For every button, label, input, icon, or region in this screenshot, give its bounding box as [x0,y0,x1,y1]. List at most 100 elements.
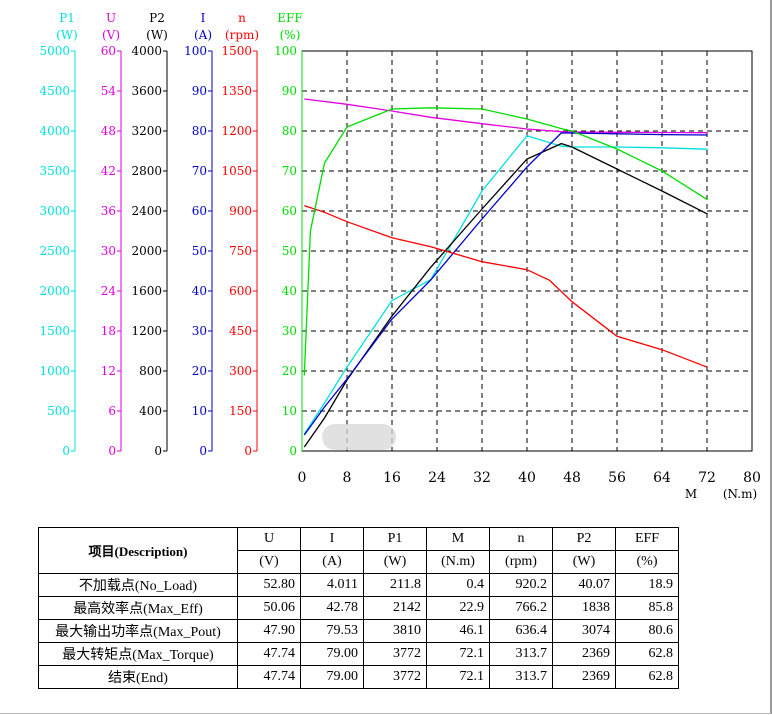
y-tick-label-P2: 1200 [131,324,162,338]
y-tick-label-EFF: 90 [282,84,297,98]
horizontal-scroll-thumb[interactable] [322,424,396,450]
y-axis-label-n: n [238,11,246,25]
column-header-n: n [489,527,553,551]
column-header-P2: P2 [552,527,616,551]
y-tick-label-EFF: 60 [282,204,297,218]
column-unit-I: (A) [300,550,364,574]
table-cell: 211.8 [363,573,427,597]
table-cell: 313.7 [489,642,553,666]
table-row: 最高效率点(Max_Eff) 50.06 42.78 2142 22.9 766.2 183… [38,596,679,620]
y-tick-label-n: 750 [229,244,252,258]
x-tick-label: 80 [743,470,761,486]
column-unit-M: (N.m) [426,550,490,574]
column-unit-n: (rpm) [489,550,553,574]
table-cell: 22.9 [426,596,490,620]
table-row: 最大输出功率点(Max_Pout) 47.90 79.53 3810 46.1 636.4… [38,619,679,643]
y-tick-label-U: 12 [101,364,116,378]
y-tick-label-EFF: 70 [282,164,297,178]
table-cell: 3772 [363,665,427,689]
column-header-I: I [300,527,364,551]
table-cell: 47.74 [237,665,301,689]
table-cell: 62.8 [615,665,679,689]
y-tick-label-I: 50 [192,244,207,258]
table-row: 最大转矩点(Max_Torque) 47.74 79.00 3772 72.1 313.7… [38,642,679,666]
table-cell: 920.2 [489,573,553,597]
table-cell: 313.7 [489,665,553,689]
y-tick-label-P1: 5000 [39,44,70,58]
y-tick-label-n: 900 [229,204,252,218]
table-cell: 40.07 [552,573,616,597]
y-tick-label-P1: 1000 [39,364,70,378]
column-unit-P2: (W) [552,550,616,574]
table-cell: 79.00 [300,665,364,689]
y-tick-label-n: 0 [244,444,252,458]
series-line-n [304,204,708,368]
y-tick-label-I: 0 [199,444,207,458]
y-axis-label-I: I [201,11,206,25]
column-unit-U: (V) [237,550,301,574]
table-cell: 50.06 [237,596,301,620]
table-cell: 47.74 [237,642,301,666]
table-unit-row: (V) (A) (W) (N.m) (rpm) (W) (%) [39,550,679,574]
y-axis-unit-U: (V) [102,28,120,42]
row-label: 结束(End) [38,665,238,689]
y-tick-label-U: 18 [101,324,116,338]
y-axis-label-P1: P1 [59,11,75,25]
y-tick-label-U: 48 [101,124,116,138]
x-tick-label: 40 [518,470,536,486]
table-cell: 3772 [363,642,427,666]
table-cell: 766.2 [489,596,553,620]
row-label: 不加载点(No_Load) [38,573,238,597]
y-tick-label-EFF: 50 [282,244,297,258]
table-cell: 1838 [552,596,616,620]
y-tick-label-U: 36 [101,204,116,218]
y-axis-unit-I: (A) [194,28,212,42]
table-cell: 636.4 [489,619,553,643]
column-unit-P1: (W) [363,550,427,574]
y-tick-label-EFF: 100 [274,44,297,58]
y-axis-label-EFF: EFF [277,11,302,25]
y-tick-label-P1: 2500 [39,244,70,258]
y-tick-label-I: 100 [184,44,207,58]
table-corner-header: 项目(Description) [38,527,238,574]
y-tick-label-P2: 4000 [131,44,162,58]
table-cell: 4.011 [300,573,364,597]
y-tick-label-P2: 2400 [131,204,162,218]
table-cell: 2369 [552,642,616,666]
y-tick-label-I: 80 [192,124,207,138]
y-tick-label-EFF: 30 [282,324,297,338]
y-axis-unit-P2: (W) [146,28,168,42]
x-tick-label: 64 [653,470,671,486]
y-tick-label-U: 54 [101,84,117,98]
series-line-EFF [303,107,708,376]
y-tick-label-U: 42 [101,164,116,178]
y-axis-unit-EFF: (%) [280,28,301,42]
table-cell: 85.8 [615,596,679,620]
table-cell: 62.8 [615,642,679,666]
table-cell: 79.53 [300,619,364,643]
y-tick-label-U: 60 [101,44,116,58]
y-tick-label-U: 24 [101,284,117,298]
x-tick-label: 48 [563,470,581,486]
x-tick-label: 8 [343,470,352,486]
y-tick-label-P1: 1500 [39,324,70,338]
y-tick-label-EFF: 20 [282,364,297,378]
table-cell: 80.6 [615,619,679,643]
series-line-I [303,132,708,436]
y-tick-label-U: 30 [101,244,116,258]
table-cell: 72.1 [426,665,490,689]
y-axis-label-P2: P2 [149,11,165,25]
y-tick-label-P2: 800 [139,364,162,378]
table-cell: 79.00 [300,642,364,666]
y-tick-label-P2: 3600 [131,84,162,98]
y-tick-label-n: 1500 [221,44,252,58]
y-tick-label-n: 600 [229,284,252,298]
row-label: 最高效率点(Max_Eff) [38,596,238,620]
y-tick-label-P2: 2800 [131,164,162,178]
y-tick-label-EFF: 0 [289,444,297,458]
y-tick-label-I: 70 [192,164,207,178]
column-header-EFF: EFF [615,527,679,551]
series-line-P1 [303,135,708,435]
x-tick-label: 0 [298,470,307,486]
